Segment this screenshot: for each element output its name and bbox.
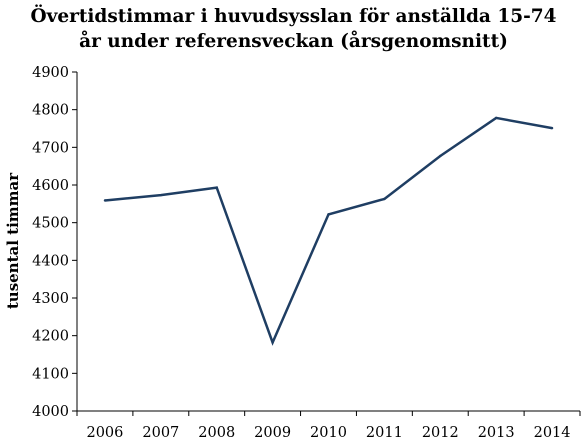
data-point [550,126,554,130]
data-point [327,213,330,216]
data-point [103,199,107,202]
x-tick-label: 2013 [478,425,515,441]
data-point [383,197,386,201]
data-point [271,341,274,344]
y-tick-label: 4400 [32,253,69,269]
x-tick-label: 2012 [422,425,459,441]
y-tick-label: 4700 [32,140,69,156]
x-tick-label: 2014 [534,425,571,441]
y-axis-ticks: 4000 4100 4200 4300 4400 4500 4600 4700 4800 4900 [32,65,77,420]
y-tick-label: 4000 [32,404,69,420]
data-point [439,154,442,158]
x-tick-label: 2009 [254,425,291,441]
chart-title-line-1: Övertidstimmar i huvudsysslan för anstäl… [30,6,557,27]
y-tick-label: 4200 [32,329,69,345]
y-tick-label: 4100 [32,366,69,382]
x-tick-label: 2010 [310,425,347,441]
data-point [159,193,163,197]
data-point [215,186,218,189]
chart-title: Övertidstimmar i huvudsysslan för anstäl… [0,4,587,54]
y-tick-label: 4500 [32,216,69,232]
series-line [104,116,553,346]
chart-title-line-2: år under referensveckan (årsgenomsnitt) [79,31,508,52]
axes [76,72,580,412]
series-group [103,116,554,346]
y-tick-label: 4800 [32,103,69,119]
x-tick-label: 2008 [198,425,235,441]
y-axis-label: tusental timmar [4,172,22,309]
x-tick-label: 2007 [142,425,179,441]
y-tick-label: 4300 [32,291,69,307]
y-tick-label: 4900 [32,65,69,81]
x-tick-label: 2011 [366,425,403,441]
x-tick-label: 2006 [86,425,123,441]
x-axis-ticks: 2006 2007 2008 2009 2010 2011 2012 2013 2014 [76,411,581,441]
data-point [494,116,498,120]
y-tick-label: 4600 [32,178,69,194]
